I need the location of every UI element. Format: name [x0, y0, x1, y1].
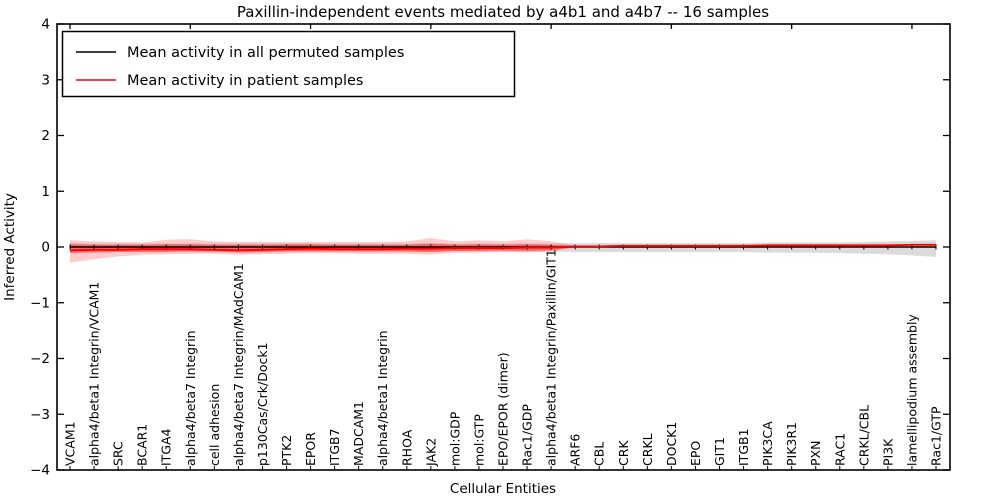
x-tick-label: GIT1 [712, 437, 727, 466]
x-tick-label: alpha4/beta7 Integrin/MAdCAM1 [231, 263, 246, 466]
x-tick-label: CRK [616, 440, 631, 466]
y-tick-label: −1 [30, 295, 50, 311]
x-tick-label: PI3K [880, 438, 895, 466]
x-tick-label: PXN [808, 441, 823, 466]
y-tick-label: 1 [41, 184, 50, 200]
x-tick-label: ITGB1 [736, 428, 751, 466]
x-tick-label: DOCK1 [664, 422, 679, 466]
x-tick-label: MADCAM1 [351, 401, 366, 466]
x-tick-label: JAK2 [423, 438, 438, 467]
series-line-patient [69, 243, 936, 252]
legend-label-permuted: Mean activity in all permuted samples [127, 45, 404, 61]
x-tick-label: alpha4/beta1 Integrin/VCAM1 [87, 282, 102, 466]
legend-box [61, 30, 516, 98]
x-tick-label: Rac1/GTP [929, 406, 944, 466]
x-tick-label: ITGB7 [327, 428, 342, 466]
x-tick-label: CRKL [640, 433, 655, 466]
x-axis-label: Cellular Entities [450, 481, 556, 497]
x-tick-label: mol:GTP [471, 414, 486, 466]
y-tick-label: 4 [41, 17, 50, 33]
x-tick-label: RHOA [399, 429, 414, 466]
y-axis-label: Inferred Activity [2, 193, 18, 301]
x-tick-label: CBL [592, 442, 607, 466]
x-tick-label: lamellipodium assembly [904, 314, 919, 466]
x-tick-label: ARF6 [568, 434, 583, 466]
legend-label-patient: Mean activity in patient samples [127, 73, 363, 89]
plot-area: −4 −3 −2 −1 0 1 2 3 4 VCAM1 alpha4/beta1 Integrin/… [30, 17, 951, 479]
x-tick-label: CRKL/CBL [856, 405, 871, 466]
y-tick-label: −3 [30, 407, 50, 423]
x-tick-label: EPO/EPOR (dimer) [496, 352, 511, 466]
x-tick-label: Rac1/GDP [520, 404, 535, 466]
x-tick-label: EPOR [303, 432, 318, 466]
x-tick-label: PIK3CA [760, 421, 775, 466]
x-tick-label: VCAM1 [63, 421, 78, 466]
chart-title: Paxillin-independent events mediated by … [237, 3, 769, 21]
x-tick-label: alpha4/beta7 Integrin [183, 330, 198, 466]
x-tick-label: BCAR1 [135, 424, 150, 466]
x-tick-label: cell adhesion [207, 384, 222, 466]
x-tick-label: EPO [688, 441, 703, 466]
y-tick-label: −4 [30, 463, 50, 479]
x-tick-label: PIK3R1 [784, 422, 799, 466]
y-tick-label: 0 [41, 240, 50, 256]
y-tick-label: 2 [41, 128, 50, 144]
y-tick-label: −2 [30, 351, 50, 367]
legend: Mean activity in all permuted samples Me… [61, 30, 516, 98]
x-tick-label: PTK2 [279, 435, 294, 466]
x-tick-label: p130Cas/Crk/Dock1 [255, 342, 270, 466]
band-patient-outer [70, 238, 936, 263]
x-tick-label: alpha4/beta1 Integrin/Paxillin/GIT1 [544, 249, 559, 466]
x-tick-label: ITGA4 [159, 428, 174, 466]
x-tick-label: RAC1 [832, 433, 847, 466]
y-tick-label: 3 [41, 72, 50, 88]
x-tick-label: mol:GDP [447, 411, 462, 466]
x-tick-label: SRC [111, 441, 126, 466]
x-tick-label: alpha4/beta1 Integrin [375, 330, 390, 466]
